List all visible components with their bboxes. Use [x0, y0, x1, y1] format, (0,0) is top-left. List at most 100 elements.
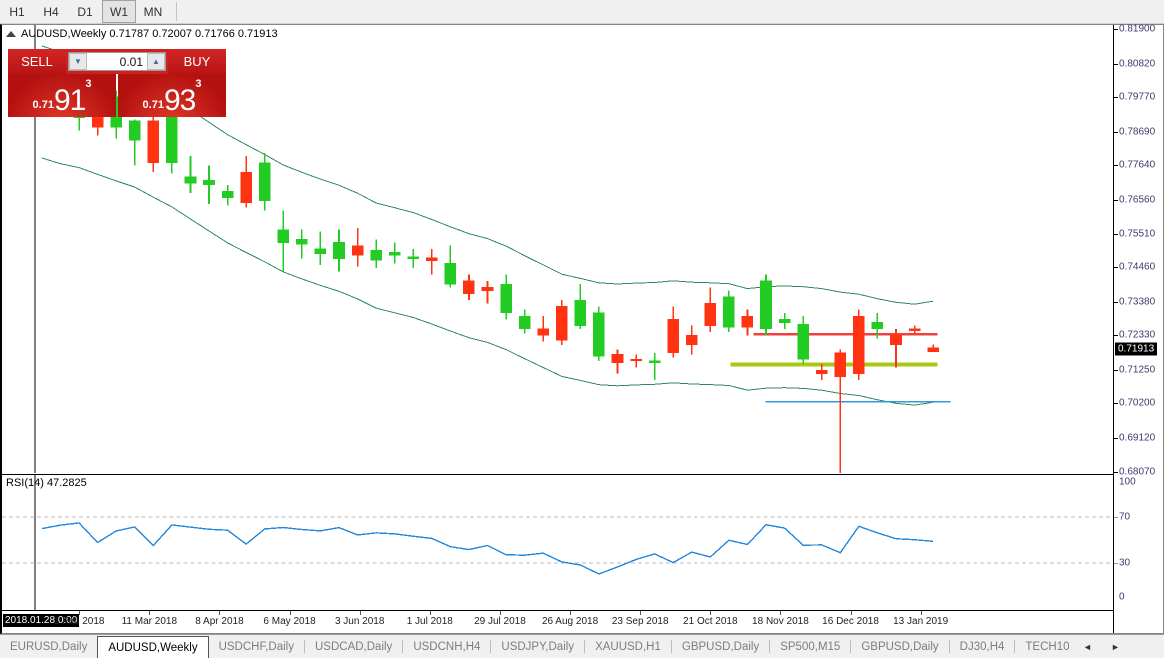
candle	[370, 239, 382, 269]
time-tick-label: 11 Mar 2018	[121, 616, 178, 627]
tabs-next-arrow-icon[interactable]: ►	[1111, 641, 1120, 652]
chart-tab-usdcnh-h4[interactable]: USDCNH,H4	[403, 635, 490, 658]
chart-tab-usdchf-daily[interactable]: USDCHF,Daily	[209, 635, 304, 658]
tab-separator	[1014, 640, 1016, 653]
candle	[277, 210, 290, 272]
candle	[778, 312, 791, 329]
price-tick-label: 0.70200	[1119, 397, 1156, 409]
collapse-triangle-icon[interactable]	[6, 31, 16, 37]
candle	[518, 309, 531, 334]
buy-button[interactable]: 0.71 93 3	[118, 74, 226, 117]
timeframe-button-h1[interactable]: H1	[0, 0, 34, 23]
sell-label: SELL	[8, 49, 66, 74]
chart-tab-tech10[interactable]: TECH10	[1015, 635, 1079, 658]
time-tick-mark	[499, 611, 501, 615]
candle	[500, 274, 512, 320]
chart-tab-label: USDCHF,Daily	[218, 640, 294, 653]
buy-price-fraction: 3	[195, 78, 202, 90]
chart-tab-usdcad-daily[interactable]: USDCAD,Daily	[305, 635, 402, 658]
chart-tab-gbpusd-daily[interactable]: GBPUSD,Daily	[851, 635, 948, 658]
price-tick-label: 0.74460	[1119, 261, 1156, 273]
chart-tab-label: USDCAD,Daily	[314, 640, 393, 653]
timeframe-label: H4	[43, 4, 59, 19]
sell-price-big: 91	[53, 84, 86, 117]
timeframe-button-mn[interactable]: MN	[136, 0, 170, 23]
candle	[147, 112, 160, 173]
sell-button[interactable]: 0.71 91 3	[8, 74, 116, 117]
price-tick-mark	[1114, 438, 1118, 439]
candle	[890, 328, 902, 368]
buy-price-prefix: 0.71	[142, 99, 164, 111]
current-time-label: 2018.01.28 0:00	[3, 614, 80, 627]
candle	[184, 156, 197, 193]
candle	[593, 306, 605, 361]
sell-price-prefix: 0.71	[32, 99, 54, 111]
candle	[797, 316, 809, 365]
price-tick-mark	[1114, 29, 1118, 31]
price-tick-mark	[1114, 471, 1118, 473]
price-tick-mark	[1114, 63, 1118, 65]
candle	[685, 325, 698, 355]
volume-input[interactable]: 0.01	[87, 53, 147, 70]
price-chart-pane[interactable]	[2, 25, 1113, 473]
chart-window[interactable]: AUDUSD,Weekly 0.71787 0.72007 0.71766 0.…	[0, 24, 1164, 634]
time-tick-label: 23 Sep 2018	[611, 616, 669, 627]
chart-tab-label: TECH10	[1025, 640, 1070, 653]
price-tick-mark	[1114, 403, 1118, 405]
time-scale-axis[interactable]: 2018.01.28 0:00 1 Feb 2018 11 Mar 2018 8 A…	[2, 610, 1113, 633]
price-tick-mark	[1114, 335, 1118, 337]
candle	[760, 274, 772, 336]
time-tick-mark	[219, 611, 221, 615]
timeframe-button-h4[interactable]: H4	[34, 0, 68, 23]
tabs-prev-arrow-icon[interactable]: ◄	[1083, 641, 1092, 652]
candle	[407, 248, 420, 269]
candle	[296, 229, 308, 259]
price-tick-label: 0.72330	[1119, 329, 1156, 341]
price-tick-label: 0.77640	[1119, 159, 1156, 171]
candle	[927, 344, 939, 353]
chart-tab-usdjpy-daily[interactable]: USDJPY,Daily	[491, 635, 584, 658]
candle	[314, 231, 327, 265]
price-scale-axis[interactable]: 0.81900 0.80820 0.79770 0.78690 0.77640 0.765…	[1113, 24, 1163, 633]
chart-tab-bar[interactable]: EURUSD,Daily AUDUSD,Weekly USDCHF,Daily USD…	[0, 634, 1164, 658]
one-click-trade-panel[interactable]: SELL ▼ 0.01 ▲ BUY 0.71 91 3 0.71 93 3	[8, 49, 226, 117]
candle	[388, 242, 401, 264]
chart-symbol-ohlc: AUDUSD,Weekly 0.71787 0.72007 0.71766 0.…	[21, 28, 278, 40]
candle	[556, 300, 568, 345]
timeframe-label: D1	[77, 4, 93, 19]
volume-up-button[interactable]: ▲	[147, 53, 165, 70]
chart-tab-sp500-m15[interactable]: SP500,M15	[770, 635, 850, 658]
price-tick-mark	[1114, 200, 1118, 202]
time-tick-label: 26 Aug 2018	[541, 616, 599, 627]
timeframe-button-d1[interactable]: D1	[68, 0, 102, 23]
timeframe-button-w1[interactable]: W1	[102, 0, 136, 23]
time-tick-mark	[640, 611, 642, 615]
candle	[853, 309, 865, 381]
chart-tab-label: XAUUSD,H1	[595, 640, 661, 653]
rsi-tick-mark	[1114, 516, 1118, 518]
candle	[537, 316, 550, 342]
price-tick-label: 0.69120	[1119, 432, 1156, 444]
chart-tab-label: GBPUSD,Daily	[861, 640, 939, 653]
volume-stepper[interactable]: ▼ 0.01 ▲	[68, 52, 166, 71]
chart-tab-gbpusd-daily[interactable]: GBPUSD,Daily	[672, 635, 769, 658]
chart-tab-xauusd-h1[interactable]: XAUUSD,H1	[585, 635, 671, 658]
price-tick-label: 0.75510	[1119, 228, 1156, 240]
price-tick-label: 0.80820	[1119, 58, 1156, 70]
volume-down-button[interactable]: ▼	[69, 53, 87, 70]
time-tick-label: 18 Nov 2018	[752, 616, 809, 627]
chart-tab-eurusd-daily[interactable]: EURUSD,Daily	[0, 635, 97, 658]
rsi-tick-label: 30	[1119, 557, 1131, 568]
rsi-tick-label: 0	[1119, 591, 1125, 603]
rsi-indicator-pane[interactable]: RSI(14) 47.2825	[2, 474, 1113, 611]
candle	[815, 364, 828, 381]
current-price-label: 0.71913	[1115, 342, 1158, 356]
rsi-tick-mark	[1114, 562, 1118, 564]
chart-tab-dj30-h4[interactable]: DJ30,H4	[950, 635, 1015, 658]
chart-tab-audusd-weekly[interactable]: AUDUSD,Weekly	[97, 636, 209, 658]
tabs-arrow-gap	[1096, 635, 1108, 658]
price-tick-label: 0.76560	[1119, 194, 1156, 206]
candle	[741, 309, 754, 336]
candle	[834, 349, 847, 473]
time-tick-mark	[780, 611, 782, 615]
